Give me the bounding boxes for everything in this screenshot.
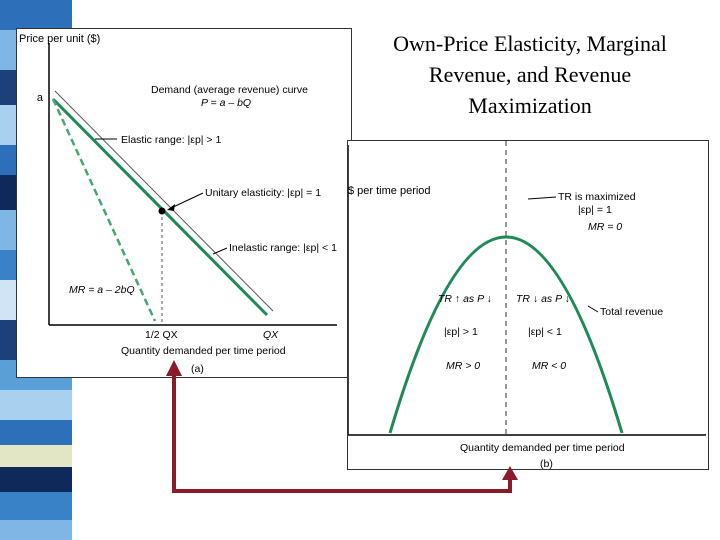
unitary-arrowhead (167, 204, 175, 211)
max-mr: MR = 0 (588, 221, 622, 233)
unitary-label: Unitary elasticity: |εp| = 1 (205, 187, 321, 199)
demand-equation: P = a – bQ (201, 97, 251, 109)
demand-line (51, 97, 269, 317)
right-elasticity: |εp| < 1 (528, 326, 562, 338)
panel-tag: (a) (191, 363, 204, 375)
unitary-point (158, 207, 166, 215)
max-label: TR is maximized (558, 191, 636, 203)
title-line: Own-Price Elasticity, Marginal (393, 31, 667, 56)
intercept-label: a (37, 92, 44, 104)
title-line: Revenue, and Revenue (428, 62, 632, 87)
total-revenue-curve (388, 235, 624, 434)
inelastic-pointer (212, 247, 228, 255)
x-axis-label: Quantity demanded per time period (121, 345, 286, 357)
demand-outline (54, 90, 274, 312)
y-axis-label: $ per time period (348, 185, 431, 197)
slide-title: Own-Price Elasticity, Marginal Revenue, … (360, 28, 700, 121)
demand-label: Demand (average revenue) curve (151, 84, 308, 96)
mr-line (51, 98, 157, 322)
unitary-pointer (168, 192, 204, 210)
right-mr: MR < 0 (532, 360, 566, 372)
max-elasticity: |εp| = 1 (578, 204, 612, 216)
total-revenue-diagram: $ per time period TR is maximized |εp| =… (347, 141, 706, 470)
left-mr: MR > 0 (446, 360, 480, 372)
demand-mr-panel: Price per unit ($) a Demand (average rev… (16, 28, 352, 378)
panel-tag: (b) (540, 458, 553, 469)
y-axis-label: Price per unit ($) (19, 33, 100, 45)
left-tr-label: TR ↑ as P ↓ (438, 293, 492, 305)
demand-mr-diagram: Price per unit ($) a Demand (average rev… (19, 33, 337, 375)
right-tr-label: TR ↓ as P ↓ (516, 293, 570, 305)
left-elasticity: |εp| > 1 (444, 326, 478, 338)
q-label: QX (263, 329, 279, 341)
mr-label: MR = a – 2bQ (69, 284, 135, 296)
half-q-label: 1/2 QX (145, 329, 178, 341)
title-line: Maximization (468, 93, 592, 118)
x-axis-label: Quantity demanded per time period (460, 442, 625, 454)
curve-label: Total revenue (600, 306, 663, 318)
max-pointer (527, 196, 557, 200)
elastic-label: Elastic range: |εp| > 1 (121, 134, 221, 146)
inelastic-label: Inelastic range: |εp| < 1 (229, 242, 337, 254)
curve-pointer (587, 305, 599, 313)
total-revenue-panel: $ per time period TR is maximized |εp| =… (347, 140, 709, 470)
